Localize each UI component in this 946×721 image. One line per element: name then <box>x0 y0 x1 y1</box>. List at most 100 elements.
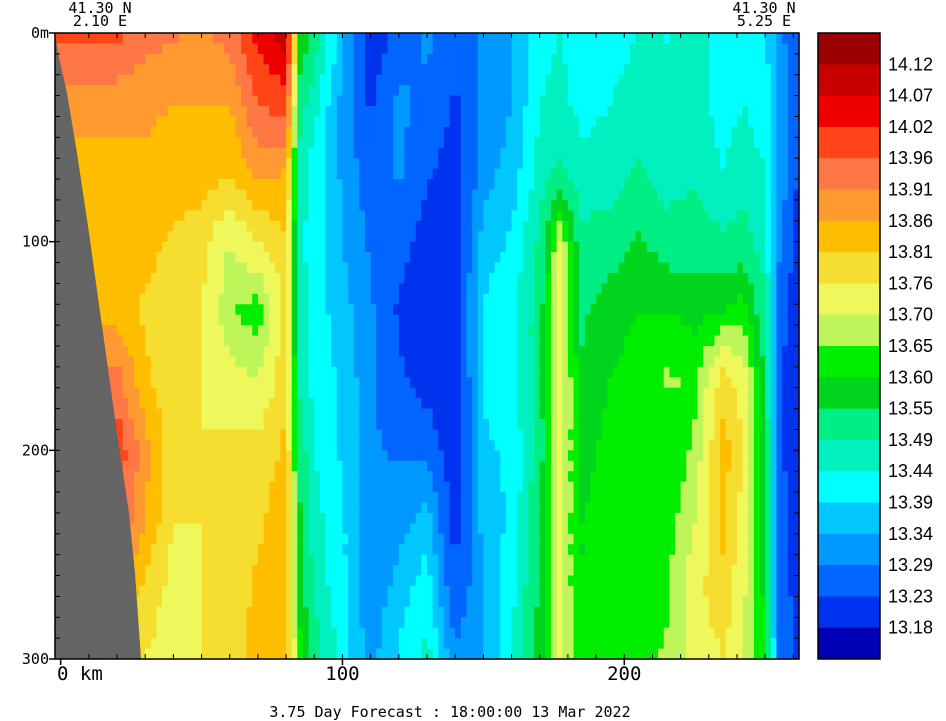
heatmap-cell <box>325 168 332 180</box>
heatmap-cell <box>263 419 270 431</box>
heatmap-cell <box>128 126 135 138</box>
heatmap-cell <box>274 325 282 337</box>
heatmap-cell <box>421 43 428 55</box>
heatmap-cell <box>100 74 107 86</box>
heatmap-cell <box>162 481 169 493</box>
heatmap-cell <box>438 450 445 462</box>
heatmap-cell <box>404 638 411 650</box>
heatmap-cell <box>319 512 327 524</box>
heatmap-cell <box>94 126 101 138</box>
heatmap-cell <box>449 606 456 618</box>
heatmap-cell <box>466 325 473 337</box>
heatmap-cell <box>269 325 276 337</box>
heatmap-cell <box>387 189 394 201</box>
heatmap-cell <box>511 439 518 451</box>
heatmap-cell <box>235 199 242 211</box>
heatmap-cell <box>269 241 276 253</box>
heatmap-cell <box>387 241 394 253</box>
heatmap-cell <box>348 33 355 45</box>
heatmap-cell <box>314 325 321 337</box>
heatmap-cell <box>466 585 473 597</box>
heatmap-cell <box>156 638 163 650</box>
heatmap-cell <box>387 220 394 232</box>
heatmap-cell <box>314 408 321 420</box>
heatmap-cell <box>303 408 310 420</box>
heatmap-cell <box>150 346 158 358</box>
heatmap-cell <box>201 575 208 587</box>
heatmap-cell <box>472 523 479 535</box>
heatmap-cell <box>348 43 355 55</box>
heatmap-cell <box>269 147 276 159</box>
heatmap-cell <box>517 565 524 577</box>
heatmap-cell <box>235 460 242 472</box>
heatmap-cell <box>325 33 332 45</box>
heatmap-cell <box>145 429 152 441</box>
heatmap-cell <box>494 617 501 629</box>
heatmap-cell <box>415 419 422 431</box>
heatmap-cell <box>319 283 327 295</box>
heatmap-cell <box>365 231 372 243</box>
heatmap-cell <box>511 325 518 337</box>
heatmap-cell <box>466 33 473 45</box>
heatmap-cell <box>432 241 439 253</box>
heatmap-cell <box>117 106 124 118</box>
heatmap-cell <box>280 53 287 65</box>
heatmap-cell <box>517 106 524 118</box>
heatmap-cell <box>257 377 265 389</box>
heatmap-cell <box>263 231 270 243</box>
heatmap-cell <box>224 481 231 493</box>
heatmap-cell <box>387 95 394 107</box>
heatmap-cell <box>111 116 118 128</box>
heatmap-cell <box>263 158 270 170</box>
heatmap-cell <box>427 116 434 128</box>
heatmap-cell <box>167 606 174 618</box>
heatmap-cell <box>314 43 321 55</box>
heatmap-cell <box>167 450 174 462</box>
heatmap-cell <box>319 74 327 86</box>
heatmap-cell <box>314 502 321 514</box>
heatmap-cell <box>455 335 462 347</box>
heatmap-cell <box>218 638 225 650</box>
heatmap-cell <box>325 387 332 399</box>
heatmap-cell <box>150 481 158 493</box>
heatmap-cell <box>353 314 360 326</box>
heatmap-cell <box>218 272 225 284</box>
heatmap-cell <box>252 523 259 535</box>
heatmap-cell <box>404 126 411 138</box>
heatmap-cell <box>133 220 141 232</box>
heatmap-cell <box>257 126 265 138</box>
heatmap-cell <box>505 147 513 159</box>
heatmap-cell <box>421 533 428 545</box>
heatmap-cell <box>195 606 203 618</box>
heatmap-cell <box>387 606 394 618</box>
heatmap-cell <box>218 648 225 660</box>
heatmap-cell <box>257 575 265 587</box>
heatmap-cell <box>173 596 180 608</box>
heatmap-cell <box>128 492 135 504</box>
heatmap-cell <box>139 346 146 358</box>
heatmap-cell <box>280 179 287 191</box>
heatmap-cell <box>274 335 282 347</box>
heatmap-cell <box>336 74 344 86</box>
heatmap-cell <box>128 429 135 441</box>
heatmap-cell <box>117 199 124 211</box>
heatmap-cell <box>393 325 400 337</box>
heatmap-cell <box>410 272 417 284</box>
heatmap-cell <box>387 544 394 556</box>
heatmap-cell <box>421 314 428 326</box>
heatmap-cell <box>139 272 146 284</box>
heatmap-cell <box>348 241 355 253</box>
heatmap-cell <box>122 293 129 305</box>
heatmap-cell <box>319 168 327 180</box>
heatmap-cell <box>241 293 248 305</box>
heatmap-cell <box>167 293 174 305</box>
heatmap-cell <box>252 408 259 420</box>
heatmap-cell <box>173 95 180 107</box>
heatmap-cell <box>133 377 141 389</box>
heatmap-cell <box>477 325 484 337</box>
heatmap-cell <box>269 126 276 138</box>
heatmap-cell <box>314 606 321 618</box>
heatmap-cell <box>483 596 490 608</box>
heatmap-cell <box>195 283 203 295</box>
heatmap-cell <box>432 106 439 118</box>
